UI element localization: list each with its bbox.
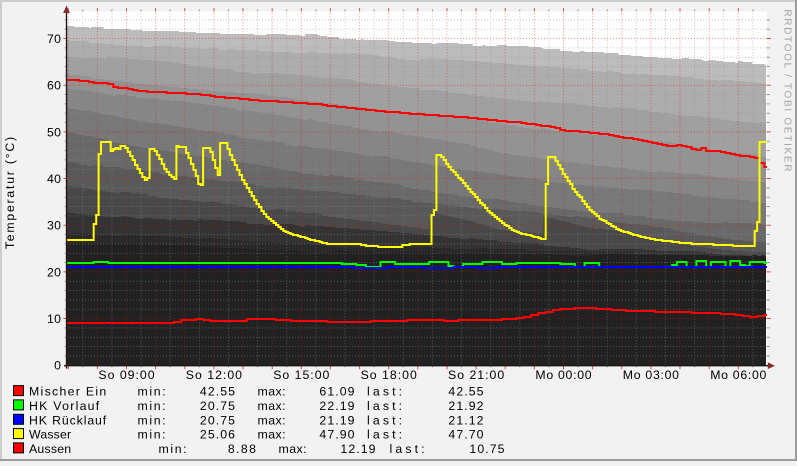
svg-text:60: 60	[47, 79, 61, 93]
svg-text:min:: min:	[159, 442, 187, 456]
svg-text:10.75: 10.75	[469, 442, 504, 456]
svg-text:min:: min:	[138, 413, 166, 427]
svg-text:RRDTOOL / TOBI OETIKER: RRDTOOL / TOBI OETIKER	[782, 10, 793, 172]
svg-text:12.19: 12.19	[340, 442, 375, 456]
svg-text:Mischer Ein: Mischer Ein	[29, 385, 106, 399]
svg-text:20.75: 20.75	[200, 413, 235, 427]
svg-text:max:: max:	[258, 385, 286, 399]
svg-text:0: 0	[54, 359, 61, 373]
svg-text:47.70: 47.70	[448, 428, 483, 442]
svg-text:Aussen: Aussen	[29, 442, 71, 456]
svg-text:50: 50	[47, 125, 61, 139]
svg-text:20.75: 20.75	[200, 399, 235, 413]
svg-text:21.92: 21.92	[448, 399, 483, 413]
svg-text:So 15:00: So 15:00	[273, 368, 329, 382]
svg-text:21.12: 21.12	[448, 413, 483, 427]
svg-text:Temperatur (°C): Temperatur (°C)	[3, 137, 17, 249]
svg-text:max:: max:	[258, 428, 286, 442]
svg-text:So 21:00: So 21:00	[448, 368, 504, 382]
svg-text:max:: max:	[258, 399, 286, 413]
svg-text:last:: last:	[367, 413, 402, 427]
svg-text:Mo 03:00: Mo 03:00	[623, 368, 679, 382]
svg-text:22.19: 22.19	[319, 399, 354, 413]
svg-text:20: 20	[47, 265, 61, 279]
svg-text:30: 30	[47, 219, 61, 233]
svg-text:max:: max:	[258, 413, 286, 427]
svg-text:70: 70	[47, 32, 61, 46]
svg-text:max:: max:	[279, 442, 307, 456]
svg-text:42.55: 42.55	[200, 385, 235, 399]
svg-text:8.88: 8.88	[228, 442, 256, 456]
svg-text:HK Vorlauf: HK Vorlauf	[29, 399, 100, 413]
svg-text:21.19: 21.19	[319, 413, 354, 427]
svg-text:40: 40	[47, 172, 61, 186]
svg-text:So 18:00: So 18:00	[361, 368, 417, 382]
svg-text:So 12:00: So 12:00	[186, 368, 242, 382]
svg-text:61.09: 61.09	[319, 385, 354, 399]
svg-text:42.55: 42.55	[448, 385, 483, 399]
svg-text:last:: last:	[367, 385, 402, 399]
svg-text:Wasser: Wasser	[29, 428, 71, 442]
svg-text:Mo 00:00: Mo 00:00	[535, 368, 591, 382]
svg-text:min:: min:	[138, 385, 166, 399]
svg-text:25.06: 25.06	[200, 428, 235, 442]
svg-text:last:: last:	[367, 399, 402, 413]
svg-text:min:: min:	[138, 399, 166, 413]
svg-text:min:: min:	[138, 428, 166, 442]
svg-text:last:: last:	[390, 442, 425, 456]
svg-text:HK Rücklauf: HK Rücklauf	[29, 413, 107, 427]
svg-text:So 09:00: So 09:00	[98, 368, 154, 382]
svg-text:10: 10	[47, 312, 61, 326]
svg-text:last:: last:	[367, 428, 402, 442]
svg-text:Mo 06:00: Mo 06:00	[710, 368, 766, 382]
svg-text:47.90: 47.90	[319, 428, 354, 442]
